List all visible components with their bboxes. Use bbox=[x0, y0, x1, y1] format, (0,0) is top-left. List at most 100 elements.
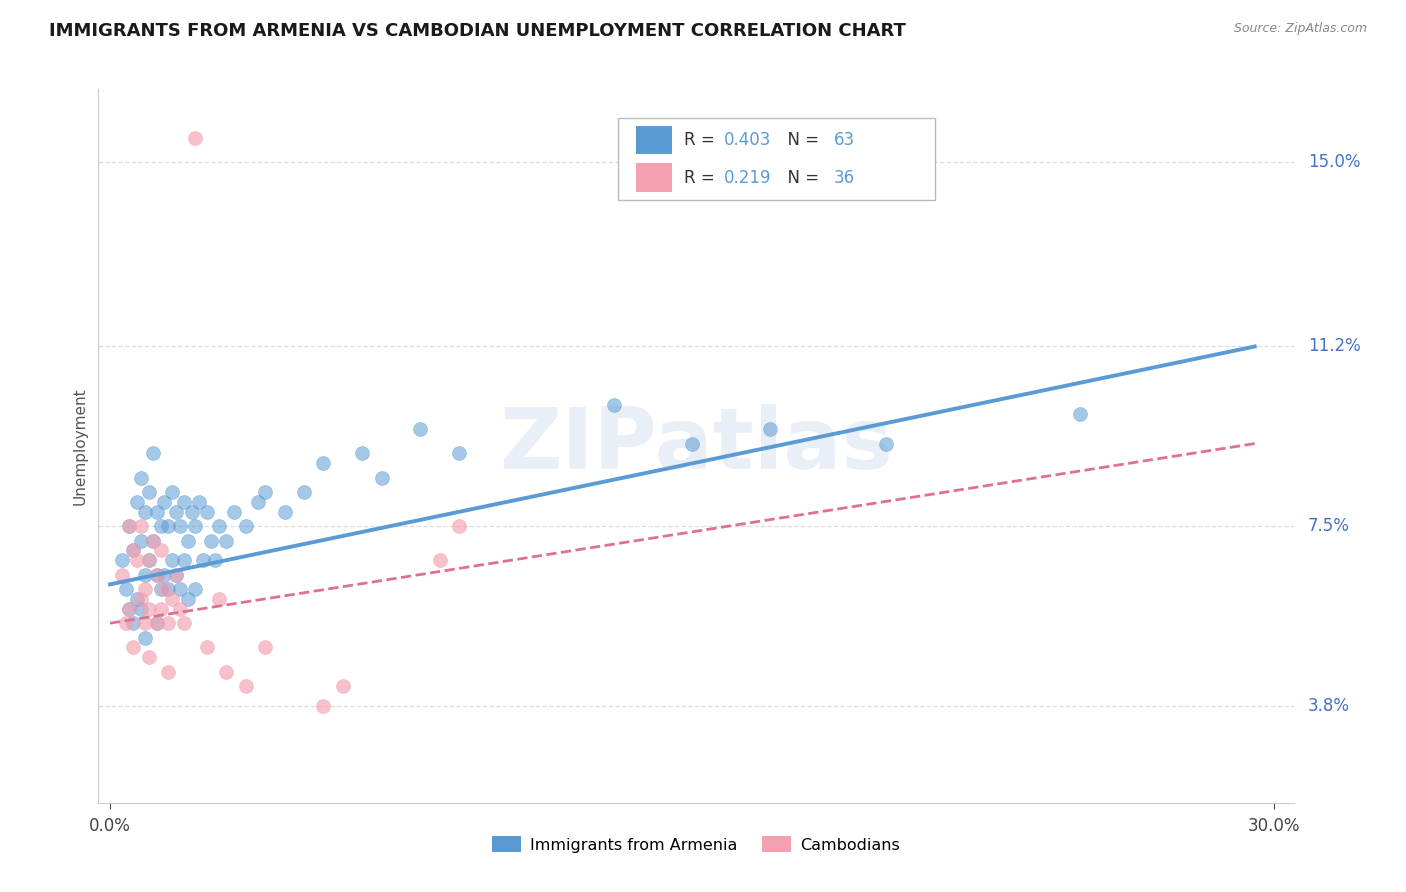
Point bbox=[165, 567, 187, 582]
Point bbox=[246, 495, 269, 509]
Text: N =: N = bbox=[778, 131, 824, 149]
Point bbox=[165, 567, 187, 582]
Point bbox=[122, 616, 145, 631]
Point bbox=[138, 650, 160, 665]
Point bbox=[169, 582, 191, 597]
Point bbox=[184, 582, 207, 597]
Point bbox=[153, 567, 176, 582]
Point bbox=[1069, 408, 1091, 422]
Point bbox=[138, 553, 160, 567]
Text: 0.219: 0.219 bbox=[724, 169, 770, 186]
Point bbox=[122, 640, 145, 655]
Text: 36: 36 bbox=[834, 169, 855, 186]
Point bbox=[138, 601, 160, 615]
Text: 63: 63 bbox=[834, 131, 855, 149]
Point bbox=[215, 533, 238, 548]
Point bbox=[127, 495, 149, 509]
Point bbox=[449, 446, 471, 460]
Text: 3.8%: 3.8% bbox=[1308, 697, 1350, 714]
Point bbox=[312, 456, 335, 470]
Point bbox=[332, 679, 354, 693]
Point bbox=[215, 665, 238, 679]
Point bbox=[114, 582, 136, 597]
Point bbox=[254, 485, 277, 500]
Text: IMMIGRANTS FROM ARMENIA VS CAMBODIAN UNEMPLOYMENT CORRELATION CHART: IMMIGRANTS FROM ARMENIA VS CAMBODIAN UNE… bbox=[49, 22, 905, 40]
Point bbox=[122, 543, 145, 558]
Point bbox=[134, 582, 156, 597]
Point bbox=[173, 495, 195, 509]
Point bbox=[129, 533, 152, 548]
Point bbox=[273, 504, 295, 518]
Point bbox=[142, 446, 165, 460]
Point bbox=[160, 553, 183, 567]
FancyBboxPatch shape bbox=[637, 126, 672, 154]
Point bbox=[118, 519, 141, 533]
Point bbox=[208, 591, 231, 606]
Text: N =: N = bbox=[778, 169, 824, 186]
Point bbox=[176, 591, 198, 606]
Point bbox=[134, 567, 156, 582]
Point bbox=[127, 591, 149, 606]
Point bbox=[129, 591, 152, 606]
Text: 11.2%: 11.2% bbox=[1308, 337, 1361, 356]
Point bbox=[409, 422, 432, 436]
Point bbox=[145, 616, 167, 631]
Point bbox=[875, 436, 897, 450]
Point bbox=[134, 631, 156, 645]
Point bbox=[173, 616, 195, 631]
Point bbox=[184, 519, 207, 533]
Point bbox=[118, 601, 141, 615]
Point bbox=[235, 519, 257, 533]
Text: ZIPatlas: ZIPatlas bbox=[499, 404, 893, 488]
Legend: Immigrants from Armenia, Cambodians: Immigrants from Armenia, Cambodians bbox=[485, 830, 907, 859]
Point bbox=[160, 591, 183, 606]
Point bbox=[429, 553, 451, 567]
Point bbox=[153, 495, 176, 509]
Point bbox=[165, 504, 187, 518]
Point bbox=[127, 553, 149, 567]
Point bbox=[681, 436, 703, 450]
Point bbox=[184, 130, 207, 145]
Point bbox=[193, 553, 215, 567]
Point bbox=[122, 543, 145, 558]
Point bbox=[169, 601, 191, 615]
Point bbox=[138, 485, 160, 500]
FancyBboxPatch shape bbox=[619, 118, 935, 200]
Text: R =: R = bbox=[685, 131, 720, 149]
Point bbox=[138, 553, 160, 567]
Point bbox=[129, 470, 152, 484]
Point bbox=[188, 495, 211, 509]
Point bbox=[204, 553, 226, 567]
Point bbox=[370, 470, 392, 484]
Point bbox=[312, 698, 335, 713]
FancyBboxPatch shape bbox=[637, 163, 672, 192]
Text: R =: R = bbox=[685, 169, 720, 186]
Point bbox=[195, 640, 218, 655]
Point bbox=[200, 533, 222, 548]
Point bbox=[145, 616, 167, 631]
Point bbox=[758, 422, 780, 436]
Point bbox=[149, 543, 172, 558]
Point bbox=[169, 519, 191, 533]
Text: 0.403: 0.403 bbox=[724, 131, 770, 149]
Point bbox=[114, 616, 136, 631]
Point bbox=[149, 519, 172, 533]
Point bbox=[176, 533, 198, 548]
Point bbox=[160, 485, 183, 500]
Point bbox=[352, 446, 374, 460]
Point bbox=[111, 567, 134, 582]
Point bbox=[157, 582, 180, 597]
Point bbox=[134, 504, 156, 518]
Point bbox=[224, 504, 246, 518]
Point bbox=[111, 553, 134, 567]
Point bbox=[235, 679, 257, 693]
Y-axis label: Unemployment: Unemployment bbox=[72, 387, 87, 505]
Point bbox=[145, 504, 167, 518]
Point bbox=[157, 519, 180, 533]
Point bbox=[134, 616, 156, 631]
Text: Source: ZipAtlas.com: Source: ZipAtlas.com bbox=[1233, 22, 1367, 36]
Point bbox=[149, 582, 172, 597]
Point bbox=[142, 533, 165, 548]
Point bbox=[149, 601, 172, 615]
Point bbox=[208, 519, 231, 533]
